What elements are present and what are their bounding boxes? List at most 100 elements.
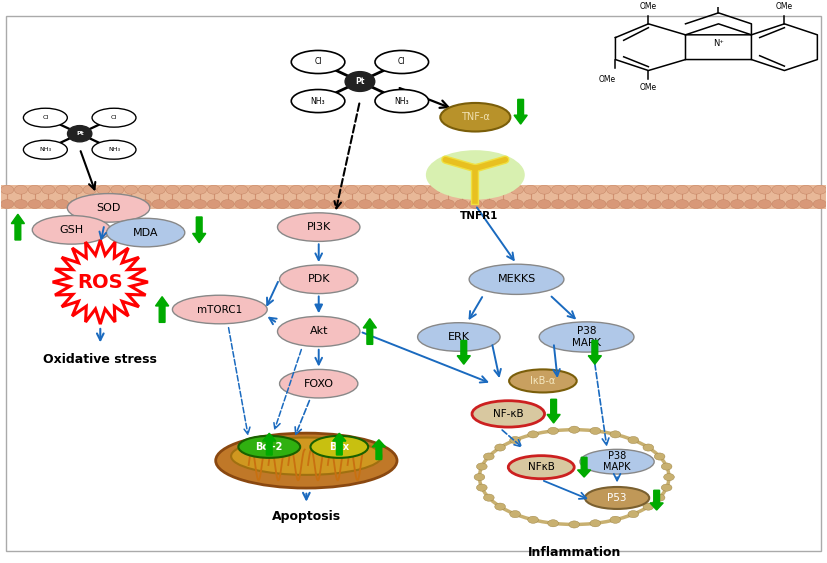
- Ellipse shape: [440, 103, 510, 132]
- Circle shape: [484, 494, 495, 501]
- Circle shape: [620, 185, 633, 194]
- Circle shape: [676, 200, 689, 208]
- Circle shape: [400, 200, 414, 208]
- Circle shape: [569, 426, 580, 434]
- Circle shape: [442, 185, 455, 194]
- Circle shape: [166, 185, 179, 194]
- Circle shape: [628, 436, 638, 444]
- Circle shape: [179, 200, 193, 208]
- Circle shape: [138, 200, 151, 208]
- Circle shape: [496, 200, 509, 208]
- Circle shape: [566, 200, 579, 208]
- Circle shape: [97, 200, 110, 208]
- Circle shape: [14, 185, 27, 194]
- Ellipse shape: [278, 316, 360, 347]
- Circle shape: [509, 436, 520, 444]
- Text: NH₃: NH₃: [40, 148, 51, 152]
- Circle shape: [152, 200, 165, 208]
- Text: SOD: SOD: [97, 203, 121, 213]
- Text: Cl: Cl: [42, 115, 49, 120]
- Ellipse shape: [418, 323, 500, 351]
- Circle shape: [111, 200, 124, 208]
- Circle shape: [648, 200, 661, 208]
- FancyArrow shape: [514, 100, 528, 124]
- Ellipse shape: [480, 430, 669, 525]
- Text: Inflammation: Inflammation: [528, 547, 621, 560]
- Text: OMe: OMe: [640, 2, 657, 11]
- Text: Pt: Pt: [356, 77, 365, 86]
- Circle shape: [689, 185, 702, 194]
- Circle shape: [359, 185, 372, 194]
- Circle shape: [428, 200, 441, 208]
- Circle shape: [620, 200, 633, 208]
- Circle shape: [386, 200, 399, 208]
- Circle shape: [1, 185, 14, 194]
- Circle shape: [386, 185, 399, 194]
- Ellipse shape: [291, 90, 345, 113]
- Ellipse shape: [32, 216, 111, 244]
- Circle shape: [634, 200, 648, 208]
- Circle shape: [758, 185, 772, 194]
- Circle shape: [476, 484, 487, 491]
- Circle shape: [509, 511, 520, 518]
- Text: Cl: Cl: [111, 115, 117, 120]
- Polygon shape: [53, 240, 148, 324]
- Circle shape: [428, 185, 441, 194]
- Circle shape: [552, 200, 565, 208]
- Circle shape: [703, 185, 716, 194]
- Circle shape: [607, 200, 619, 208]
- Circle shape: [510, 200, 523, 208]
- Circle shape: [221, 185, 234, 194]
- FancyArrow shape: [332, 434, 346, 455]
- Text: P53: P53: [607, 493, 627, 503]
- Circle shape: [84, 185, 97, 194]
- Circle shape: [359, 200, 372, 208]
- Circle shape: [484, 453, 495, 460]
- Circle shape: [304, 185, 317, 194]
- Ellipse shape: [23, 140, 67, 159]
- Circle shape: [662, 185, 675, 194]
- Circle shape: [662, 484, 672, 491]
- Circle shape: [289, 200, 303, 208]
- Circle shape: [125, 200, 138, 208]
- Circle shape: [276, 185, 289, 194]
- Ellipse shape: [509, 369, 576, 392]
- Circle shape: [648, 185, 661, 194]
- Text: Cl: Cl: [398, 57, 405, 66]
- Text: PDK: PDK: [308, 274, 330, 284]
- Circle shape: [318, 200, 331, 208]
- Text: ERK: ERK: [448, 332, 470, 342]
- Text: OMe: OMe: [776, 2, 793, 11]
- Text: NH₃: NH₃: [311, 97, 325, 105]
- Circle shape: [654, 494, 665, 501]
- FancyArrow shape: [577, 457, 590, 477]
- Ellipse shape: [375, 90, 428, 113]
- Circle shape: [138, 185, 151, 194]
- FancyArrow shape: [650, 490, 663, 510]
- Text: Pt: Pt: [76, 131, 84, 136]
- FancyArrow shape: [155, 297, 169, 323]
- Circle shape: [579, 185, 592, 194]
- Ellipse shape: [216, 433, 397, 488]
- Text: NH₃: NH₃: [394, 97, 409, 105]
- Circle shape: [717, 200, 730, 208]
- Circle shape: [262, 185, 275, 194]
- Circle shape: [730, 200, 743, 208]
- Circle shape: [179, 185, 193, 194]
- Text: P38
MAPK: P38 MAPK: [572, 326, 601, 348]
- Circle shape: [610, 516, 621, 524]
- Circle shape: [455, 200, 468, 208]
- Circle shape: [331, 185, 344, 194]
- Ellipse shape: [291, 51, 345, 74]
- Circle shape: [628, 511, 638, 518]
- FancyArrow shape: [457, 341, 471, 364]
- Circle shape: [455, 185, 468, 194]
- Ellipse shape: [580, 449, 654, 474]
- Circle shape: [68, 126, 92, 142]
- Ellipse shape: [469, 264, 564, 294]
- Circle shape: [689, 200, 702, 208]
- Text: Oxidative stress: Oxidative stress: [43, 354, 157, 367]
- Circle shape: [552, 185, 565, 194]
- Circle shape: [262, 200, 275, 208]
- Circle shape: [538, 185, 551, 194]
